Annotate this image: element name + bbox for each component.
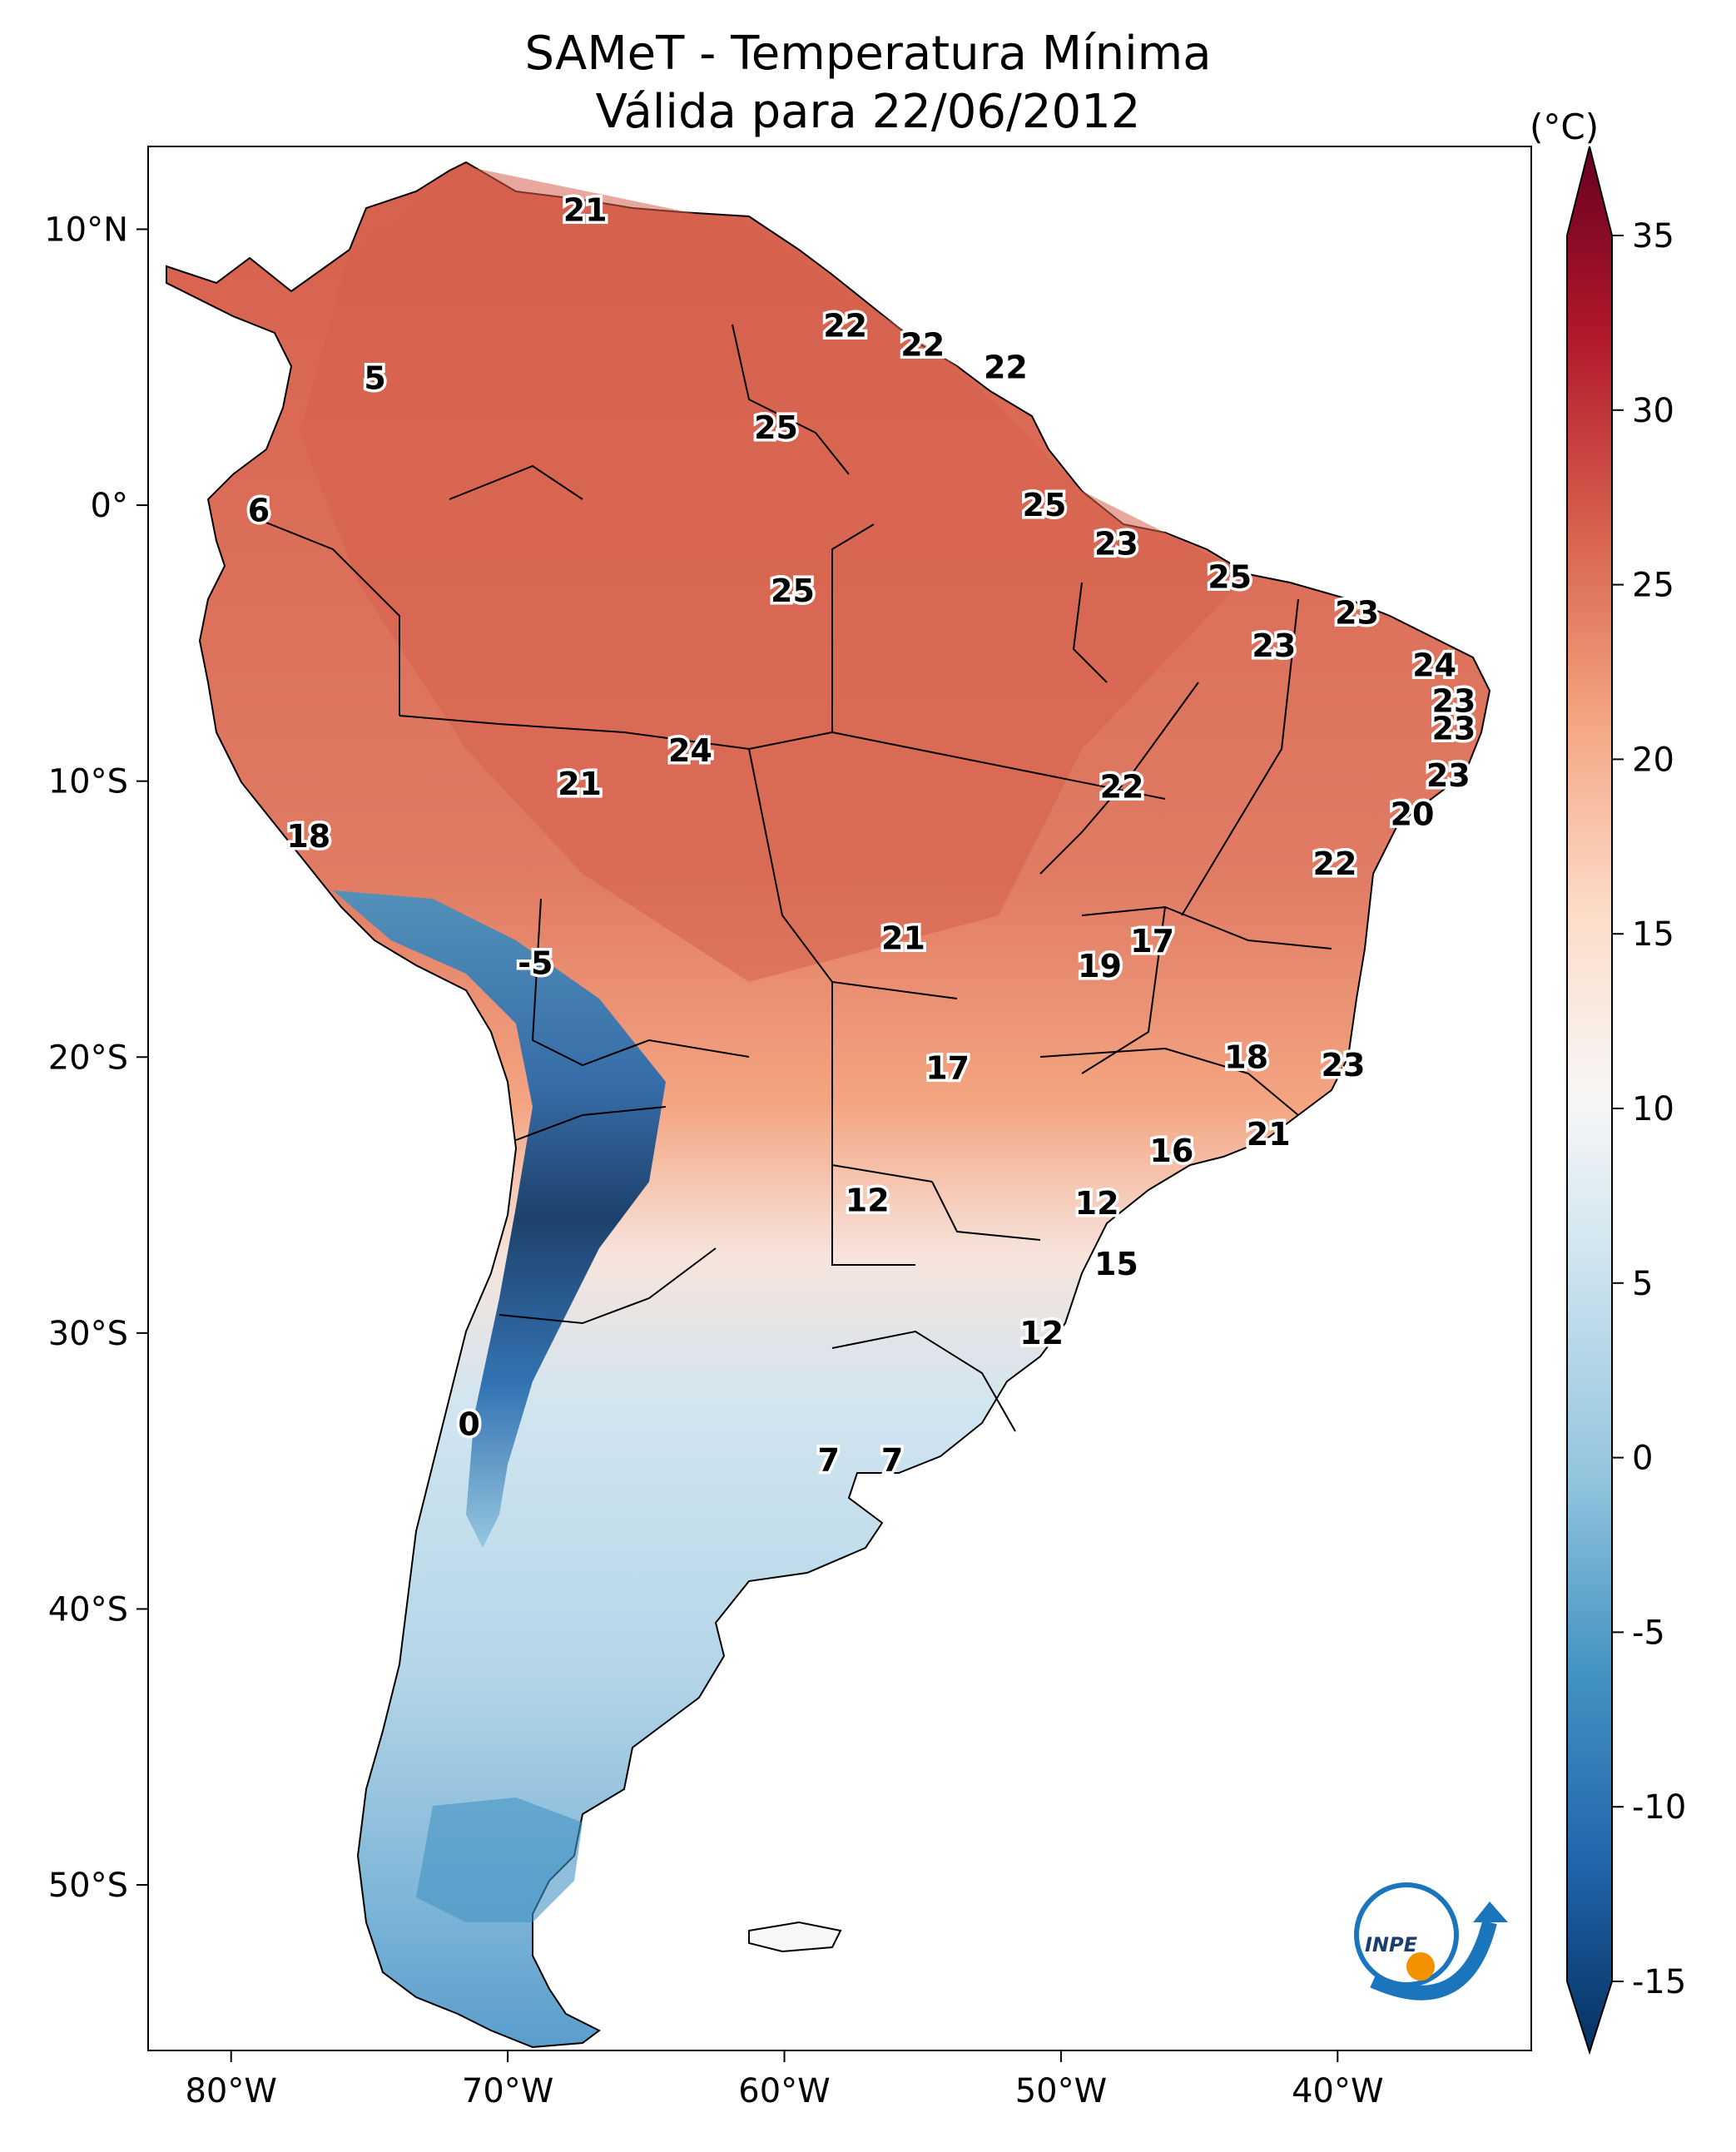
country-borders [249, 324, 1332, 1432]
temperature-label: 7 [881, 1441, 903, 1478]
colorbar-tick-label: 30 [1632, 392, 1674, 430]
temperature-label: 17 [925, 1050, 970, 1087]
title-line-1: SAMeT - Temperatura Mínima [524, 27, 1212, 81]
temperature-label: 25 [771, 573, 815, 609]
temperature-label: 23 [1431, 683, 1476, 720]
colorbar-scale [1566, 146, 1613, 2055]
colorbar: 35 30 25 20 15 10 5 0 -5 -10 -15 [1566, 146, 1686, 2055]
temperature-label: 22 [984, 349, 1028, 385]
temperature-label: 22 [900, 327, 945, 364]
patagonia-cold-area [416, 1797, 583, 1922]
temperature-label: 22 [1100, 768, 1144, 805]
colorbar-ticks: 35 30 25 20 15 10 5 0 -5 -10 -15 [1612, 217, 1686, 2001]
temperature-label: 16 [1149, 1133, 1193, 1169]
temperature-label: 21 [558, 766, 602, 802]
temperature-label: 19 [1078, 948, 1122, 984]
colorbar-tick-label: -15 [1632, 1963, 1686, 2001]
inpe-logo: INPE [1354, 1882, 1508, 2001]
colorbar-tick-label: 35 [1632, 217, 1674, 255]
logo-sun [1406, 1952, 1435, 1981]
lon-tick-label: 70°W [462, 2072, 553, 2110]
logo-swoosh [1370, 1920, 1497, 2001]
temperature-label: 23 [1335, 594, 1379, 631]
lat-tick-label: 30°S [48, 1315, 128, 1353]
temperature-label: 0 [458, 1406, 479, 1442]
temperature-label: 23 [1431, 711, 1476, 747]
temperature-label: -5 [518, 945, 553, 982]
temperature-label: 5 [364, 360, 385, 397]
colorbar-tick-label: -10 [1632, 1788, 1686, 1827]
temperature-label: 21 [563, 191, 608, 228]
temperature-label: 22 [1313, 845, 1357, 882]
lon-tick-label: 60°W [738, 2072, 830, 2110]
temperature-label: 24 [668, 732, 712, 769]
lat-tick-label: 0° [91, 487, 128, 525]
colorbar-tick-label: -5 [1632, 1614, 1665, 1652]
colorbar-tick-label: 25 [1632, 567, 1674, 605]
colorbar-tick-label: 10 [1632, 1090, 1674, 1128]
temperature-label: 21 [1247, 1116, 1291, 1153]
temperature-label: 15 [1094, 1246, 1138, 1282]
temperature-label: 25 [754, 409, 798, 446]
colorbar-tick-label: 5 [1632, 1265, 1653, 1303]
logo-arrow [1473, 1902, 1508, 1922]
falkland-islands [748, 1921, 842, 1953]
lon-tick-label: 40°W [1292, 2072, 1383, 2110]
temperature-label: 25 [1023, 487, 1067, 523]
axis-ticks: 80°W 70°W 60°W 50°W 40°W 10°N 0° 10°S 20°S 30°S 40… [44, 211, 1383, 2110]
plot-frame [147, 146, 1532, 2051]
colorbar-tick-label: 20 [1632, 741, 1674, 779]
warm-interior-region [300, 166, 1248, 982]
temperature-label: 12 [1019, 1315, 1064, 1351]
temperature-label: 21 [881, 920, 925, 957]
colorbar-tick-label: 0 [1632, 1440, 1653, 1478]
lon-tick-label: 80°W [185, 2072, 276, 2110]
temperature-label: 23 [1094, 525, 1138, 562]
lat-tick-label: 40°S [48, 1590, 128, 1629]
lat-tick-label: 50°S [48, 1867, 128, 1905]
lon-tick-label: 50°W [1015, 2072, 1107, 2110]
logo-text: INPE [1365, 1933, 1418, 1956]
temperature-label: 18 [286, 818, 330, 855]
temperature-label: 7 [817, 1441, 839, 1478]
temperature-label: 17 [1130, 923, 1174, 959]
temperature-label: 22 [823, 308, 867, 345]
temperature-label: 23 [1426, 757, 1471, 794]
temperature-label: 12 [1075, 1185, 1119, 1222]
colorbar-tick-label: 15 [1632, 915, 1674, 954]
temperature-label: 23 [1252, 627, 1296, 664]
temperature-label: 12 [846, 1183, 890, 1219]
lat-tick-label: 20°S [48, 1039, 128, 1077]
temperature-label: 6 [248, 493, 270, 529]
title-line-2: Válida para 22/06/2012 [595, 85, 1141, 139]
colorbar-unit: (°C) [1530, 107, 1600, 147]
temperature-label: 20 [1391, 796, 1435, 832]
andes-cold-band [333, 890, 666, 1548]
temperature-label: 24 [1412, 647, 1456, 683]
map-title: SAMeT - Temperatura Mínima Válida para 2… [0, 25, 1736, 141]
temperature-label: 18 [1224, 1039, 1268, 1075]
lat-tick-label: 10°S [48, 763, 128, 801]
temperature-label: 25 [1208, 558, 1252, 595]
lat-tick-label: 10°N [44, 211, 128, 249]
temperature-label: 23 [1322, 1047, 1366, 1083]
